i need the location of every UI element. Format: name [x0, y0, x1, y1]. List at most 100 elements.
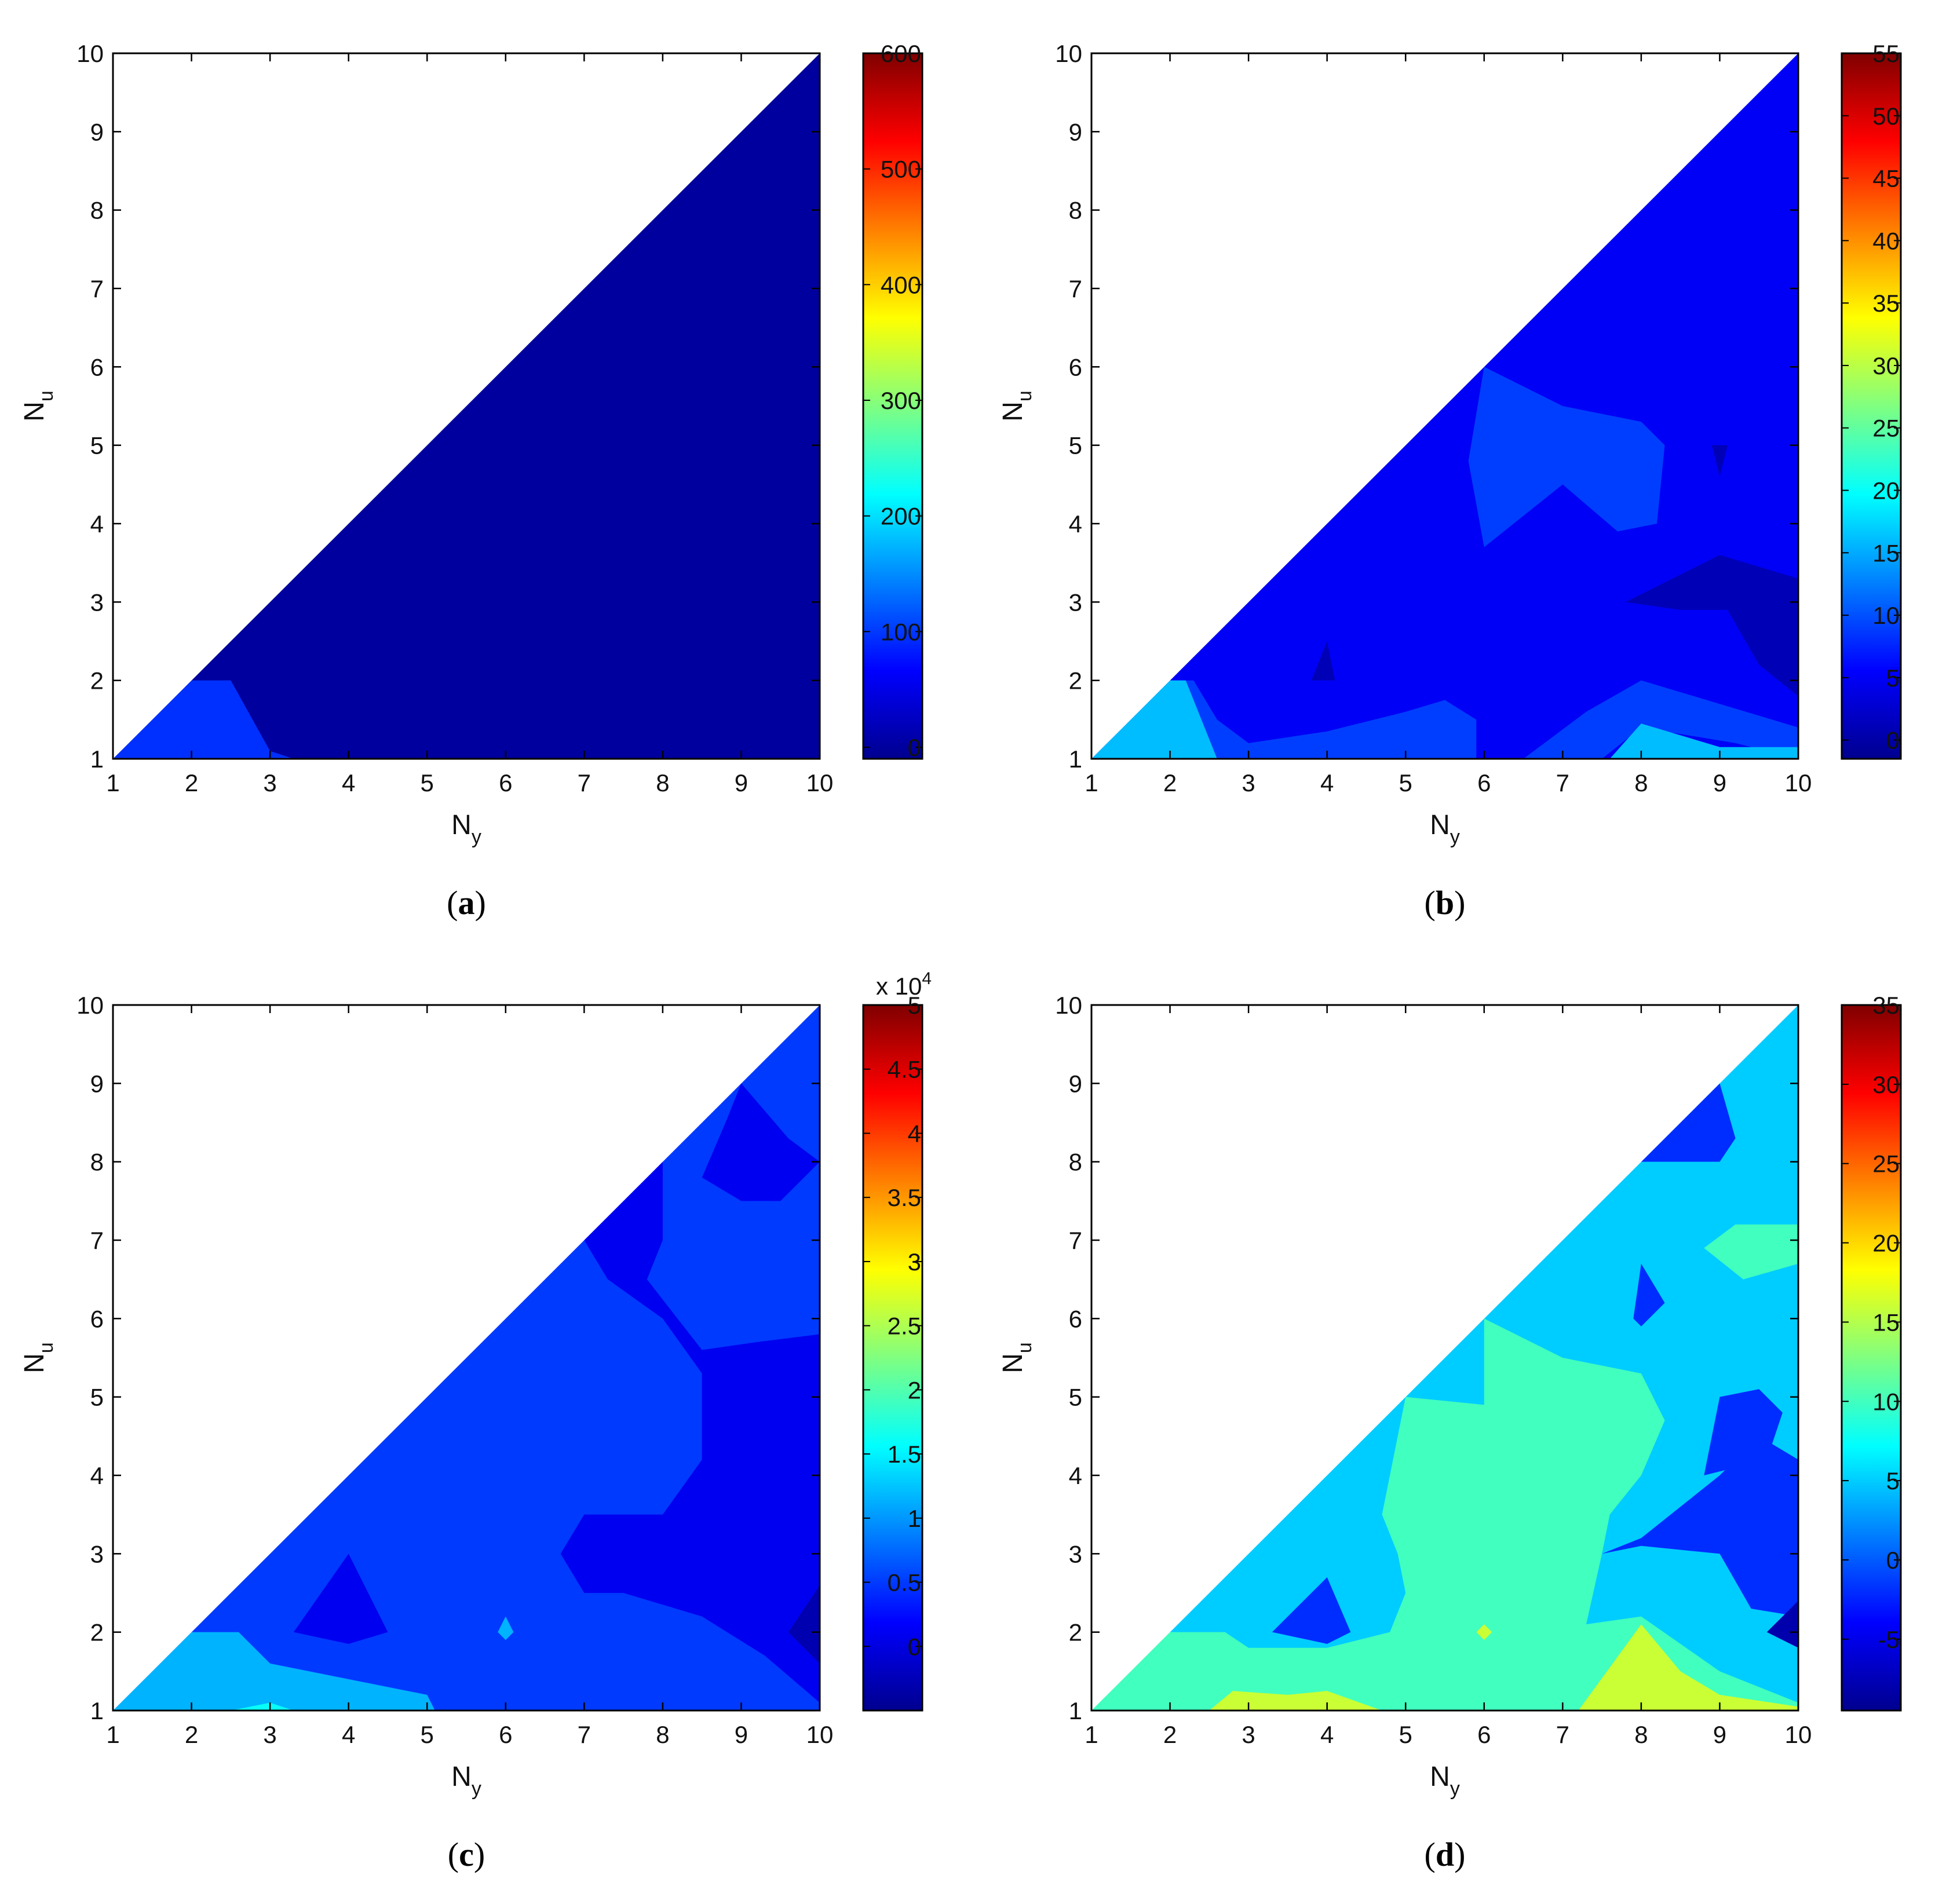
axes-box: [112, 52, 821, 760]
colorbar-tick-label: 35: [1872, 992, 1900, 1019]
x-tick-label: 2: [185, 769, 198, 796]
colorbar-tick-label: 30: [1872, 1071, 1900, 1098]
y-tick-label: 2: [90, 667, 104, 695]
colorbar-tick-label: 25: [1872, 415, 1900, 442]
x-axis-label: Ny: [451, 1762, 481, 1800]
colorbar-tick-label: 4: [908, 1120, 921, 1147]
colorbar-tick-label: 600: [881, 40, 921, 67]
x-tick-label: 8: [1634, 1721, 1648, 1748]
contour-region: [788, 1585, 820, 1664]
x-tick-label: 1: [1085, 769, 1098, 796]
colorbar-tick-label: 400: [881, 271, 921, 298]
contour-region: [1641, 1083, 1736, 1162]
y-tick-label: 4: [1069, 1462, 1082, 1489]
axes-box: [1090, 1004, 1799, 1712]
y-tick-label: 7: [1069, 275, 1082, 302]
x-tick-label: 10: [1785, 769, 1812, 796]
y-axis-label: Nu: [998, 390, 1036, 422]
y-tick-label: 7: [1069, 1227, 1082, 1254]
y-tick-label: 1: [1069, 745, 1082, 773]
colorbar-tick-label: 0: [908, 1633, 921, 1660]
contour-region: [1625, 555, 1798, 696]
contour-region: [1609, 723, 1798, 759]
y-tick-label: 9: [1069, 1070, 1082, 1097]
y-tick-label: 2: [1069, 1619, 1082, 1646]
y-tick-label: 4: [90, 510, 104, 538]
y-tick-label: 10: [1055, 992, 1082, 1019]
colorbar-tick-label: 500: [881, 156, 921, 183]
y-tick-label: 6: [90, 353, 104, 381]
y-tick-label: 7: [90, 1227, 104, 1254]
contour-region: [702, 1083, 820, 1201]
y-tick-label: 1: [1069, 1697, 1082, 1724]
x-tick-label: 6: [499, 769, 512, 796]
y-tick-label: 10: [76, 992, 104, 1019]
contour-region-base: [1091, 53, 1798, 759]
colorbar-tick-label: -5: [1878, 1626, 1900, 1653]
panel-c: 1 2 3 4 5 6 7 8 9 10 1 2 3 4 5 6 7 8 9 10 Ny Nu 0 0.5 1 1.5 2 2.5 3 3…: [0, 952, 978, 1903]
x-tick-label: 5: [1399, 1721, 1412, 1748]
colorbar-tick-label: 15: [1872, 1309, 1900, 1336]
y-tick-label: 3: [1069, 589, 1082, 616]
x-tick-label: 9: [735, 1721, 748, 1748]
y-axis-label: Nu: [998, 1342, 1036, 1373]
contour-fills: [113, 53, 820, 759]
colorbar-tick-label: 10: [1872, 1388, 1900, 1415]
y-tick-label: 4: [1069, 510, 1082, 538]
x-tick-label: 4: [342, 769, 355, 796]
colorbar-tick-label: 0: [1886, 727, 1900, 754]
x-tick-label: 2: [185, 1721, 198, 1748]
colorbar: [1841, 1004, 1902, 1712]
y-tick-label: 8: [90, 1149, 104, 1176]
colorbar-tick-label: 0: [908, 734, 921, 761]
y-tick-label: 8: [90, 197, 104, 224]
contour-region: [1578, 1624, 1798, 1711]
x-tick-label: 3: [1242, 769, 1255, 796]
chart-svg: 1 2 3 4 5 6 7 8 9 10 1 2 3 4 5 6 7 8 9 10 Ny Nu 0 0.5 1 1.5 2 2.5 3 3…: [19, 969, 932, 1873]
colorbar-tick-label: 0.5: [888, 1569, 921, 1596]
y-tick-label: 10: [1055, 40, 1082, 67]
colorbar: [862, 52, 923, 760]
x-tick-label: 4: [1320, 769, 1334, 796]
contour-region: [231, 1702, 294, 1711]
contour-region: [1704, 1224, 1798, 1280]
y-tick-label: 1: [90, 745, 104, 773]
y-tick-label: 2: [1069, 667, 1082, 695]
x-tick-label: 6: [499, 1721, 512, 1748]
x-tick-label: 9: [1713, 1721, 1726, 1748]
contour-region: [1091, 1318, 1798, 1711]
y-tick-label: 9: [90, 1070, 104, 1097]
x-tick-label: 2: [1163, 769, 1177, 796]
colorbar-tick-label: 45: [1872, 165, 1900, 192]
x-tick-label: 7: [1556, 1721, 1569, 1748]
y-tick-label: 5: [1069, 432, 1082, 459]
panel-d: 1 2 3 4 5 6 7 8 9 10 1 2 3 4 5 6 7 8 9 10 Ny Nu -5 0 5 10 15 20 25 30…: [978, 952, 1957, 1903]
colorbar-tick-label: 15: [1872, 539, 1900, 567]
panel-caption: (b): [1425, 884, 1466, 922]
colorbar-tick-label: 200: [881, 503, 921, 530]
x-tick-label: 1: [1085, 1721, 1098, 1748]
contour-region: [1704, 1389, 1783, 1475]
y-tick-label: 8: [1069, 1149, 1082, 1176]
contour-region: [1272, 1577, 1351, 1644]
y-tick-label: 6: [1069, 353, 1082, 381]
y-tick-label: 5: [90, 1384, 104, 1411]
y-tick-label: 7: [90, 275, 104, 302]
panel-b: 1 2 3 4 5 6 7 8 9 10 1 2 3 4 5 6 7 8 9 10 Ny Nu 0 5 10 15 20 25 30 35…: [978, 0, 1957, 952]
colorbar-tick-label: 30: [1872, 352, 1900, 379]
contour-region: [1209, 1691, 1382, 1711]
x-tick-label: 1: [106, 1721, 119, 1748]
x-tick-label: 1: [106, 769, 119, 796]
x-tick-label: 8: [1634, 769, 1648, 796]
y-axis-label: Nu: [19, 1342, 57, 1373]
colorbar-tick-label: 20: [1872, 477, 1900, 505]
colorbar-tick-label: 35: [1872, 290, 1900, 317]
colorbar: [1841, 52, 1902, 760]
y-tick-label: 3: [90, 589, 104, 616]
chart-svg: 1 2 3 4 5 6 7 8 9 10 1 2 3 4 5 6 7 8 9 10 Ny Nu -5 0 5 10 15 20 25 30…: [998, 992, 1902, 1873]
x-tick-label: 5: [1399, 769, 1412, 796]
contour-region: [1468, 367, 1665, 547]
y-axis-label: Nu: [19, 390, 57, 422]
x-tick-label: 3: [263, 769, 276, 796]
